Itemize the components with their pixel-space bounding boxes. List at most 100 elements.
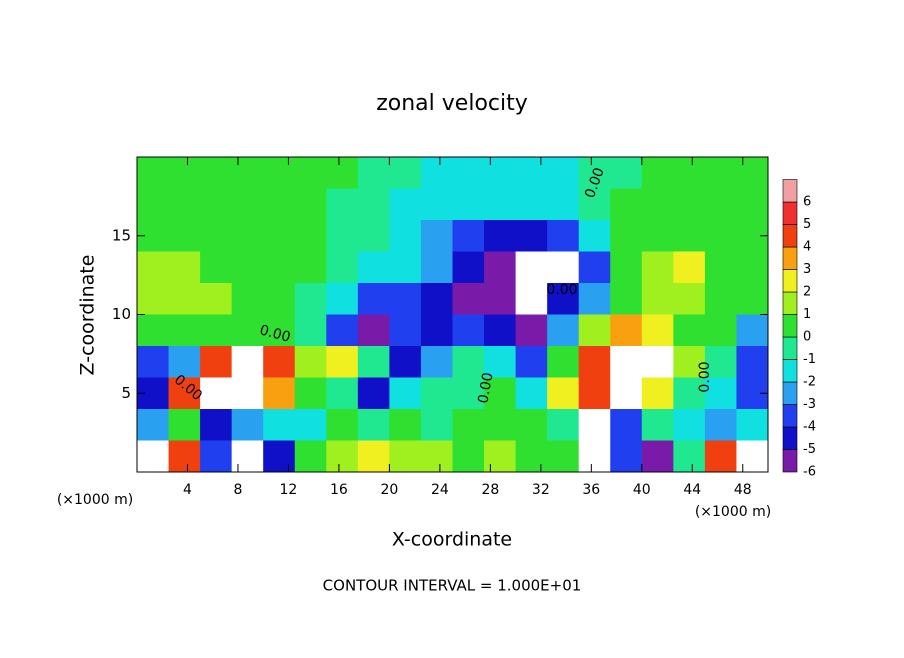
heat-cell [641,440,674,472]
heat-cell [673,251,706,284]
heat-cell [420,377,454,410]
colorbar-swatch [782,381,798,405]
heat-cell [137,440,170,472]
heat-cell [231,409,264,442]
heat-cell [137,283,170,316]
x-tick-label: 32 [532,482,550,498]
heat-cell [200,188,233,221]
heat-cell [357,283,390,316]
heat-cell [610,346,643,379]
contour-label: 0.00 [258,322,292,346]
x-tick-label: 16 [330,482,348,498]
colorbar-label: -5 [803,442,816,457]
heat-cell [389,251,422,284]
heat-cell [673,346,706,379]
heat-cell [294,283,327,316]
heat-cell [168,440,201,472]
heat-cell [610,440,643,472]
chart-title: zonal velocity [376,91,528,116]
heat-cell [263,188,296,221]
heat-cell [294,409,327,442]
heat-cell [200,251,233,284]
heat-cell [515,283,548,316]
heat-cell [736,251,768,284]
heat-cell [263,409,296,442]
heat-cell [641,346,674,379]
heat-cell [484,283,517,316]
heat-cell [294,314,327,347]
heat-cell [168,409,201,442]
x-tick-label: 20 [380,482,398,498]
heat-cell [704,220,738,253]
heat-cell [704,346,738,379]
heat-cell [326,283,359,316]
heat-cell [547,377,580,410]
heat-cell [610,377,643,410]
heat-cell [294,377,327,410]
heat-cell [452,220,485,253]
heat-cell [389,314,422,347]
colorbar-label: 3 [803,262,811,277]
heat-cell [641,377,674,410]
heat-cell [231,377,264,410]
heat-cell [357,188,390,221]
heat-cell [515,409,548,442]
heat-cell [200,314,233,347]
heat-cell [326,314,359,347]
colorbar-label: 5 [803,217,811,232]
y-tick-label: 5 [121,384,131,402]
heat-cell [389,440,422,472]
x-tick-label: 40 [633,482,651,498]
heat-cell [357,346,390,379]
heat-cell [389,157,422,190]
heat-cell [736,188,768,221]
colorbar-swatch [782,404,798,428]
heat-cell [484,377,517,410]
colorbar-label: 4 [803,240,811,255]
heat-cell [231,220,264,253]
heat-cell [641,283,674,316]
heat-cell [547,251,580,284]
heat-cell [641,251,674,284]
heat-cell [547,157,580,190]
heat-cell [452,283,485,316]
heat-cell [704,157,738,190]
heat-cell [294,440,327,472]
heat-cell [420,314,454,347]
heat-cell [357,409,390,442]
heat-cell [452,188,485,221]
heat-cell [420,188,454,221]
heat-cell [673,314,706,347]
heat-cell [357,220,390,253]
heat-cell [515,346,548,379]
heat-cell [263,251,296,284]
heat-cell [168,314,201,347]
heat-cell [294,188,327,221]
heat-cell [641,314,674,347]
heat-cell [137,157,170,190]
heat-cell [357,440,390,472]
heat-cell [326,251,359,284]
x-tick-label: 36 [582,482,600,498]
heat-cell [231,157,264,190]
x-unit: (×1000 m) [695,504,771,520]
heat-cell [168,157,201,190]
heat-cell [673,157,706,190]
y-axis-label: Z-coordinate [77,255,99,376]
colorbar-label: -2 [803,375,816,390]
heat-cell [578,409,611,442]
heat-cell [389,283,422,316]
heat-cell [547,283,580,316]
heat-cell [168,377,201,410]
heat-cell [231,251,264,284]
heat-cell [326,440,359,472]
heat-cell [452,409,485,442]
heat-cell [578,220,611,253]
heat-cell [673,188,706,221]
heat-cell [420,346,454,379]
heat-cell [452,251,485,284]
heat-cell [673,220,706,253]
heat-cell [704,409,738,442]
heat-cell [326,377,359,410]
heat-cell [484,440,517,472]
